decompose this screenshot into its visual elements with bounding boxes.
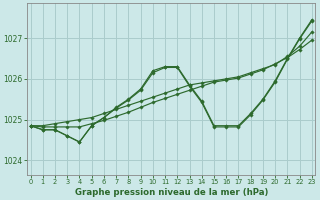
X-axis label: Graphe pression niveau de la mer (hPa): Graphe pression niveau de la mer (hPa) bbox=[75, 188, 268, 197]
